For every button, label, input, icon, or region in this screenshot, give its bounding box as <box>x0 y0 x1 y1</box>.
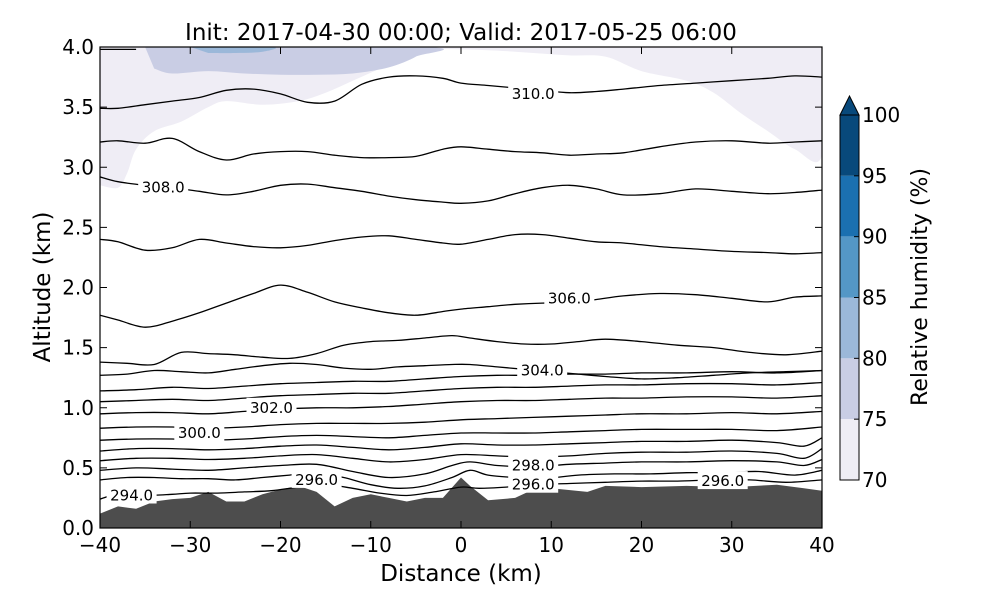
contour-line-7 <box>100 395 822 415</box>
contour-label-bg-10 <box>508 83 559 102</box>
colorbar-band <box>840 419 859 480</box>
contour-line-14 <box>100 176 822 204</box>
isentrope-contours <box>100 48 822 500</box>
colorbar-ticks: 70 75 80 85 90 95 100 <box>854 103 900 492</box>
contour-label-5: 300.0 <box>178 424 221 442</box>
contour-line-0 <box>100 479 822 500</box>
rh-70-75-region-top <box>100 47 822 189</box>
x-tick-label: −30 <box>169 533 211 557</box>
chart-title: Init: 2017-04-30 00:00; Valid: 2017-05-2… <box>185 20 737 46</box>
contour-label-bg-3 <box>697 471 748 490</box>
humidity-shading <box>100 47 822 189</box>
contour-label-bg-0 <box>106 485 157 504</box>
contour-line-11 <box>100 334 822 366</box>
contour-label-7: 304.0 <box>521 362 564 380</box>
x-tick-label: 30 <box>719 533 744 557</box>
colorbar: 70 75 80 85 90 95 100 Relative humidity (%) <box>839 94 933 492</box>
colorbar-band <box>840 236 859 298</box>
contour-line-3 <box>100 448 822 463</box>
contour-label-bg-6 <box>246 397 297 416</box>
x-tick-label: 10 <box>539 533 564 557</box>
contour-label-bg-5 <box>174 423 225 441</box>
colorbar-tick-label: 95 <box>862 164 887 188</box>
colorbar-band <box>840 115 859 176</box>
contour-label-0: 294.0 <box>110 487 153 505</box>
x-tick-label: 0 <box>455 533 468 557</box>
contour-label-10: 310.0 <box>512 85 555 103</box>
contour-label-bg-4 <box>508 455 559 474</box>
contour-line-13 <box>100 233 822 255</box>
y-tick-label: 0.5 <box>62 456 94 480</box>
y-tick-label: 2.0 <box>62 276 94 300</box>
y-tick-label: 4.0 <box>62 35 94 59</box>
y-tick-label: 2.5 <box>62 215 94 239</box>
contour-label-3: 296.0 <box>701 472 744 490</box>
x-tick-label: 20 <box>629 533 654 557</box>
y-axis-label: Altitude (km) <box>30 212 56 363</box>
x-axis-label: Distance (km) <box>380 561 542 587</box>
x-tick-label: 40 <box>809 533 834 557</box>
contour-label-bg-2 <box>508 474 559 493</box>
colorbar-band <box>840 358 859 420</box>
contour-line-16 <box>100 75 822 110</box>
y-tick-label: 3.0 <box>62 155 94 179</box>
contour-line-10 <box>100 362 822 380</box>
x-tick-label: −10 <box>350 533 392 557</box>
colorbar-label: Relative humidity (%) <box>908 168 933 406</box>
colorbar-tick-label: 85 <box>862 286 887 310</box>
contour-line-15 <box>100 137 822 161</box>
contour-label-bg-7 <box>517 360 568 379</box>
colorbar-extend-arrow <box>839 94 860 116</box>
contour-line-9 <box>100 369 822 392</box>
contour-label-bg-1 <box>291 469 342 488</box>
colorbar-band <box>840 297 859 359</box>
colorbar-tick-label: 90 <box>862 225 887 249</box>
y-tick-label: 0.0 <box>62 516 94 540</box>
x-axis-ticks: −40 −30 −20 −10 0 10 20 30 40 <box>79 47 835 557</box>
contour-label-2: 296.0 <box>512 476 555 494</box>
y-tick-label: 1.5 <box>62 336 94 360</box>
colorbar-bands <box>839 94 860 481</box>
y-tick-label: 1.0 <box>62 396 94 420</box>
contour-line-12 <box>100 284 822 328</box>
contour-label-9: 308.0 <box>142 179 185 197</box>
contour-line-8 <box>100 381 822 403</box>
contour-label-bg-9 <box>138 177 189 196</box>
colorbar-tick-label: 75 <box>862 407 887 431</box>
colorbar-tick-label: 100 <box>862 103 900 127</box>
contour-line-2 <box>100 458 822 479</box>
y-axis-ticks: 0.0 0.5 1.0 1.5 2.0 2.5 3.0 3.5 4.0 <box>62 35 822 540</box>
contour-label-1: 296.0 <box>295 471 338 489</box>
colorbar-tick-label: 80 <box>862 346 887 370</box>
contour-line-1 <box>100 469 822 489</box>
contour-label-4: 298.0 <box>512 457 555 475</box>
x-tick-label: −20 <box>259 533 301 557</box>
rh-75-80-region-top <box>145 47 444 75</box>
contour-line-4 <box>100 437 822 452</box>
plot-frame <box>99 46 823 529</box>
rh-80-85-patch <box>190 47 276 54</box>
contour-label-bg-8 <box>544 288 595 307</box>
x-tick-label: −40 <box>79 533 121 557</box>
contour-label-6: 302.0 <box>250 399 293 417</box>
colorbar-band <box>840 175 859 237</box>
y-tick-label: 3.5 <box>62 95 94 119</box>
colorbar-tick-label: 70 <box>862 468 887 492</box>
contour-label-8: 306.0 <box>548 289 591 307</box>
